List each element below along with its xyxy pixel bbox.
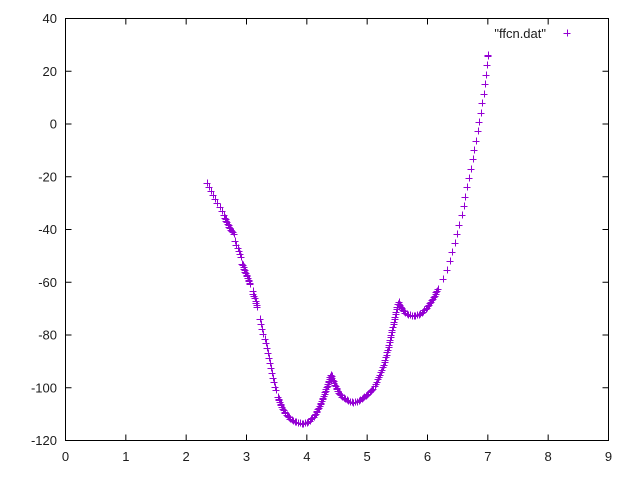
- x-tick-label: 7: [484, 449, 491, 464]
- y-tick-label: -60: [38, 275, 57, 290]
- axis-ticks: [65, 18, 609, 441]
- y-tick-label: -40: [38, 222, 57, 237]
- axis-tick-labels: 0 1 2 3 4 5 6 7 8 9 40 20 0 -20 -40 -60 -80 -100 -120: [31, 11, 612, 464]
- y-tick-label: -20: [38, 169, 57, 184]
- tick-marks: [65, 18, 609, 441]
- x-tick-label: 1: [122, 449, 129, 464]
- x-tick-label: 8: [545, 449, 552, 464]
- y-tick-label: -80: [38, 328, 57, 343]
- x-tick-label: 6: [424, 449, 431, 464]
- y-tick-label: 0: [50, 117, 57, 132]
- legend: "ffcn.dat": [494, 26, 571, 41]
- x-tick-label: 3: [243, 449, 250, 464]
- x-tick-label: 4: [303, 449, 310, 464]
- x-tick-label: 2: [183, 449, 190, 464]
- x-tick-label: 0: [62, 449, 69, 464]
- plot-border: [65, 18, 609, 441]
- legend-marker-icon: [563, 29, 571, 37]
- scatter-markers: [203, 51, 492, 428]
- y-tick-label: 20: [43, 64, 57, 79]
- y-tick-label: -100: [31, 380, 57, 395]
- x-tick-label: 9: [605, 449, 612, 464]
- data-points: [203, 51, 492, 428]
- y-tick-label: 40: [43, 11, 57, 26]
- x-tick-label: 5: [364, 449, 371, 464]
- plot-border-rect: [65, 18, 609, 441]
- y-tick-label: -120: [31, 433, 57, 448]
- legend-label: "ffcn.dat": [494, 26, 546, 41]
